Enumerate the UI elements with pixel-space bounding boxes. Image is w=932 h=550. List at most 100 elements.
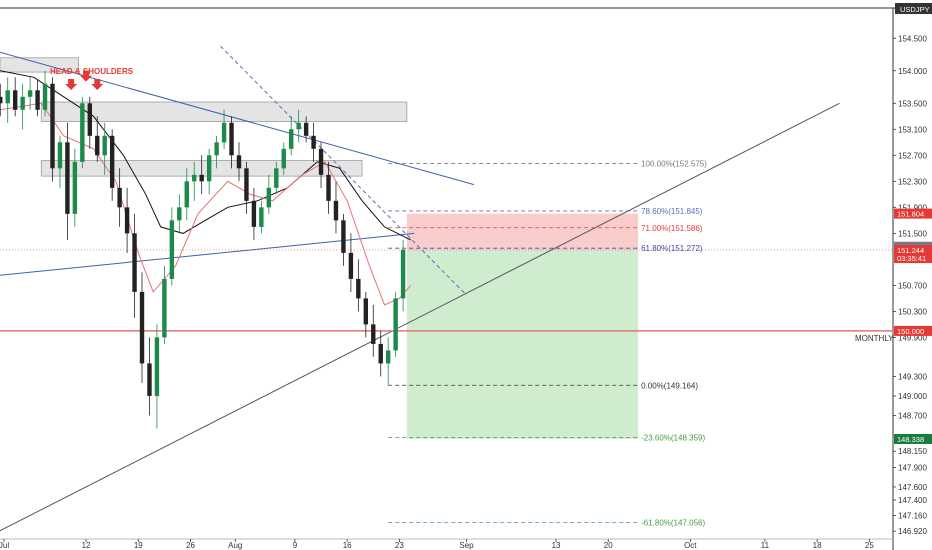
candle-body[interactable] [378, 343, 383, 364]
candle-body[interactable] [35, 90, 40, 110]
candle-body[interactable] [341, 220, 346, 253]
price-badge [894, 433, 932, 444]
y-axis-tick-label: 146.920 [898, 527, 927, 536]
candle-body[interactable] [95, 135, 100, 156]
candle-body[interactable] [65, 142, 70, 214]
candle-body[interactable] [333, 200, 339, 221]
fib-level-label: 0.00%(149.164) [641, 381, 698, 390]
pattern-annotation: HEAD & SHOULDERS [50, 67, 134, 76]
candle-body[interactable] [229, 122, 234, 156]
y-axis-tick-label: 154.500 [898, 34, 927, 43]
candle-body[interactable] [20, 96, 25, 110]
candle-body[interactable] [356, 278, 361, 299]
candle-body[interactable] [244, 168, 249, 201]
candle-body[interactable] [259, 207, 264, 227]
y-axis-tick-label: 153.500 [898, 99, 927, 108]
candle-body[interactable] [281, 148, 286, 169]
candle-body[interactable] [124, 207, 130, 234]
price-badge-label: 148.338 [897, 435, 924, 444]
monthly-level-label: MONTHLY [855, 334, 894, 343]
candle-body[interactable] [87, 103, 92, 136]
stop-loss-zone[interactable] [406, 213, 639, 251]
candle-body[interactable] [385, 350, 391, 364]
x-axis-tick-label: 19 [134, 541, 143, 550]
candle-body[interactable] [251, 200, 257, 227]
fib-level-label: 78.60%(151.845) [641, 207, 703, 216]
candle-body[interactable] [0, 96, 3, 104]
candle-body[interactable] [199, 174, 204, 182]
candle-body[interactable] [318, 148, 324, 175]
y-axis-tick-label: 148.150 [898, 447, 927, 456]
candle-body[interactable] [147, 363, 152, 396]
candle-body[interactable] [236, 155, 242, 169]
candle-body[interactable] [363, 298, 369, 325]
candle-body[interactable] [192, 174, 197, 182]
fib-level-label: -61.80%(147.056) [641, 518, 705, 527]
x-axis-tick-label: 12 [82, 541, 91, 550]
candle-body[interactable] [326, 174, 331, 201]
candle-body[interactable] [169, 220, 175, 279]
candle-body[interactable] [154, 337, 160, 396]
fib-level-label: -23.60%(148.359) [641, 434, 705, 443]
candle-body[interactable] [132, 233, 137, 292]
candle-body[interactable] [102, 135, 107, 156]
candle-body[interactable] [57, 142, 63, 169]
y-axis-tick-label: 149.900 [898, 333, 927, 342]
candle-body[interactable] [393, 298, 398, 351]
candle-body[interactable] [27, 90, 33, 97]
candle-body[interactable] [400, 249, 406, 299]
trendline-descending[interactable] [0, 51, 475, 186]
fib-level-label: 71.00%(151.586) [641, 224, 703, 233]
x-axis-tick-label: 18 [813, 541, 822, 550]
symbol-badge-text: USDJPY [900, 5, 930, 14]
symbol-badge [895, 3, 932, 14]
candle-body[interactable] [274, 168, 279, 188]
y-axis-tick-label: 147.160 [898, 512, 927, 521]
y-axis-tick-label: 147.600 [898, 483, 927, 492]
price-badge [894, 208, 932, 219]
candle-body[interactable] [311, 135, 316, 149]
y-axis-tick-label: 151.500 [898, 229, 927, 238]
candle-body[interactable] [221, 122, 227, 143]
candle-body[interactable] [80, 103, 85, 162]
candle-body[interactable] [296, 122, 301, 130]
fib-level-label: 100.00%(152.575) [641, 159, 707, 168]
candle-body[interactable] [139, 291, 145, 364]
candle-body[interactable] [289, 129, 294, 149]
candle-body[interactable] [206, 155, 212, 182]
candle-body[interactable] [184, 181, 189, 208]
x-axis-tick-label: Sep [459, 541, 474, 550]
candle-body[interactable] [12, 90, 18, 110]
price-badge [894, 325, 932, 336]
x-axis-tick-label: 23 [395, 541, 404, 550]
trendline-rising[interactable] [0, 102, 840, 532]
y-axis-tick-label: 147.400 [898, 496, 927, 505]
candle-body[interactable] [348, 252, 354, 279]
price-badge-label: 150.000 [897, 327, 924, 336]
candle-body[interactable] [109, 135, 115, 188]
candle-body[interactable] [117, 187, 122, 208]
candle-body[interactable] [5, 90, 10, 104]
candle-body[interactable] [266, 187, 272, 208]
candle-body[interactable] [371, 324, 376, 344]
price-badge-label: 151.244 [897, 246, 924, 255]
x-axis-tick-label: 26 [186, 541, 195, 550]
candle-body[interactable] [177, 207, 182, 221]
fib-level-label: 61.80%(151.272) [641, 244, 703, 253]
x-axis-tick-label: Aug [228, 541, 242, 550]
take-profit-zone[interactable] [406, 250, 639, 439]
y-axis-tick-label: 152.300 [898, 177, 927, 186]
trendline-dashed-diag[interactable] [219, 45, 467, 296]
candle-body[interactable] [50, 83, 55, 169]
arrow-down-icon [91, 79, 104, 91]
y-axis-tick-label: 149.300 [898, 372, 927, 381]
x-axis-tick-label: 11 [761, 541, 770, 550]
candle-body[interactable] [162, 278, 167, 338]
candle-body[interactable] [42, 83, 48, 110]
candle-body[interactable] [303, 122, 309, 136]
arrow-down-icon [65, 79, 78, 91]
candle-body[interactable] [72, 161, 78, 214]
candle-body[interactable] [214, 142, 219, 156]
y-axis-tick-label: 150.700 [898, 281, 927, 290]
